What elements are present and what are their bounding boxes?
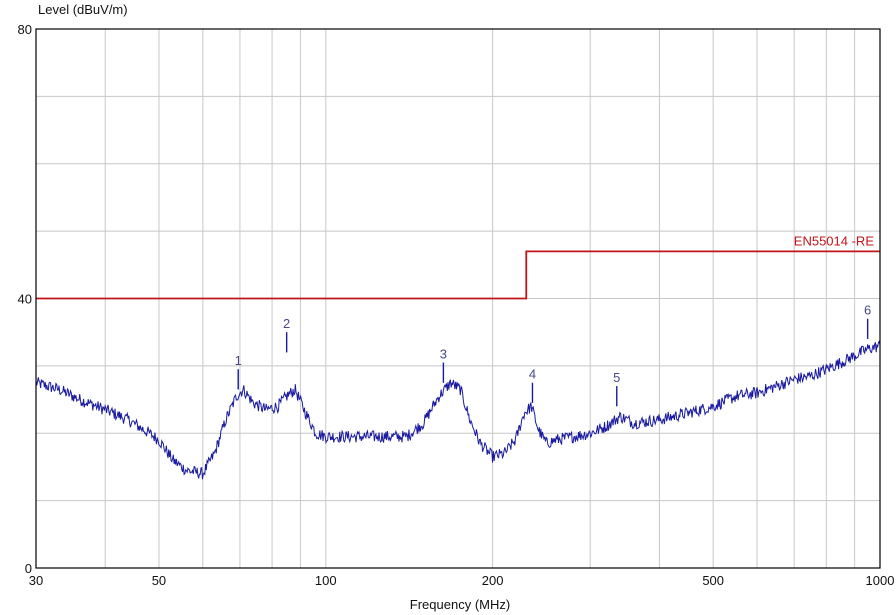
grid [36, 29, 880, 568]
x-tick-label: 100 [315, 573, 337, 588]
x-tick-label: 1000 [866, 573, 895, 588]
peak-marker-label-4: 4 [529, 367, 536, 382]
measurement-trace [35, 340, 881, 480]
x-tick-label: 30 [29, 573, 43, 588]
limit-line [36, 250, 880, 300]
peak-marker-label-1: 1 [235, 353, 242, 368]
x-tick-label: 500 [702, 573, 724, 588]
plot-frame [35, 28, 881, 569]
x-tick-label: 50 [152, 573, 166, 588]
peak-marker-label-3: 3 [440, 347, 447, 362]
y-tick-label: 0 [25, 561, 32, 576]
limit-line-path [36, 250, 880, 300]
peak-marker-label-6: 6 [864, 303, 871, 318]
y-tick-label: 40 [18, 292, 32, 307]
x-axis-label: Frequency (MHz) [410, 597, 510, 612]
limit-line-label: EN55014 -RE [794, 233, 875, 248]
peak-markers: 1 2 3 4 5 6 [235, 303, 871, 407]
x-tick-label: 200 [482, 573, 504, 588]
y-tick-label: 80 [18, 22, 32, 37]
peak-marker-label-5: 5 [613, 370, 620, 385]
tick-labels: 30 50 100 200 500 1000 0 40 80 [18, 22, 895, 588]
peak-marker-label-2: 2 [283, 316, 290, 331]
trace-line [35, 340, 881, 480]
y-axis-label: Level (dBuV/m) [38, 2, 128, 17]
